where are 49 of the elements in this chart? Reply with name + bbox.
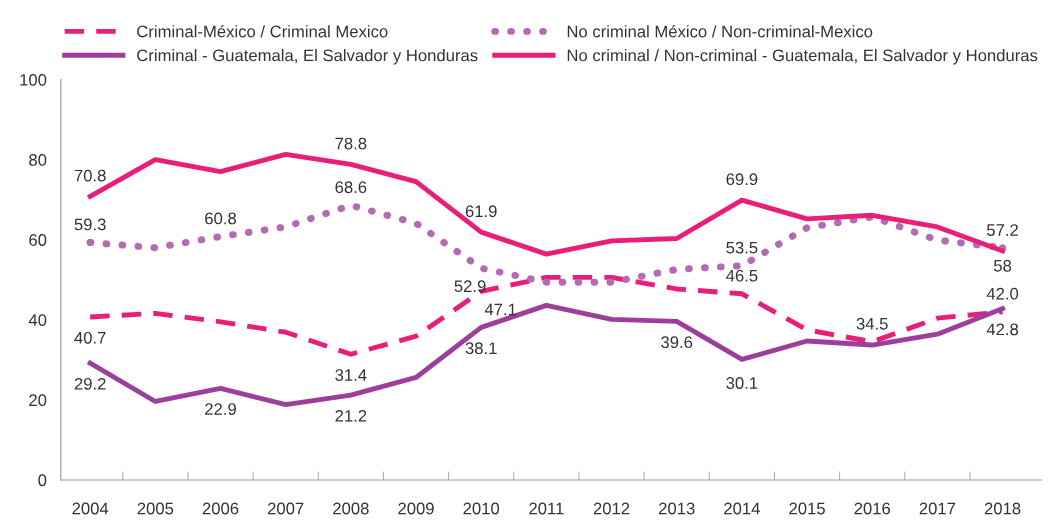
- x-tick-label: 2011: [529, 502, 564, 515]
- x-tick-label: 2015: [789, 502, 825, 515]
- legend-label: No criminal / Non-criminal - Guatemala, El Salvador y Honduras: [567, 49, 1038, 65]
- legend-label: No criminal México / Non-criminal-Mexico: [567, 24, 873, 38]
- data-label: 78.8: [335, 137, 367, 150]
- data-label: 46.5: [726, 269, 758, 282]
- x-tick-label: 2006: [202, 502, 239, 515]
- data-label: 47.1: [484, 303, 517, 316]
- data-label: 57.2: [987, 224, 1018, 236]
- data-label: 58: [993, 259, 1012, 272]
- data-label: 52.9: [454, 280, 486, 293]
- data-label: 68.6: [335, 181, 367, 194]
- x-tick-label: 2004: [72, 502, 109, 515]
- x-tick-label: 2008: [333, 502, 369, 515]
- data-label: 69.9: [726, 173, 758, 186]
- data-label: 40.7: [74, 331, 106, 344]
- y-tick-label: 60: [29, 234, 47, 246]
- data-label: 30.1: [726, 377, 758, 389]
- data-label: 70.8: [74, 169, 106, 182]
- legend-label: Criminal - Guatemala, El Salvador y Honduras: [137, 49, 478, 65]
- data-label: 21.2: [335, 409, 367, 422]
- data-label: 42.0: [986, 287, 1019, 300]
- x-tick-label: 2016: [854, 502, 891, 515]
- x-tick-label: 2005: [137, 502, 174, 515]
- x-tick-label: 2007: [267, 502, 304, 515]
- data-label: 34.5: [856, 317, 888, 330]
- data-label: 59.3: [74, 218, 106, 231]
- x-tick-label: 2017: [919, 502, 956, 515]
- x-tick-label: 2018: [984, 502, 1021, 515]
- data-label: 38.1: [465, 342, 497, 355]
- data-label: 31.4: [335, 369, 367, 381]
- data-label: 60.8: [205, 212, 237, 225]
- x-tick-label: 2013: [659, 502, 695, 515]
- x-tick-label: 2012: [593, 502, 630, 515]
- data-label: 39.6: [661, 336, 693, 349]
- x-tick-label: 2010: [463, 502, 500, 515]
- x-tick-label: 2014: [724, 502, 760, 515]
- data-label: 22.9: [205, 403, 236, 415]
- legend-label: Criminal-México / Criminal Mexico: [137, 24, 388, 38]
- data-label: 29.2: [74, 377, 106, 390]
- data-label: 42.8: [986, 323, 1019, 336]
- y-tick-label: 100: [20, 73, 47, 86]
- y-tick-label: 0: [38, 474, 47, 487]
- x-tick-label: 2009: [398, 502, 434, 515]
- y-tick-label: 40: [28, 314, 47, 326]
- data-label: 53.5: [726, 241, 758, 254]
- y-tick-label: 80: [29, 154, 47, 166]
- data-label: 61.9: [465, 205, 497, 218]
- y-tick-label: 20: [29, 394, 47, 407]
